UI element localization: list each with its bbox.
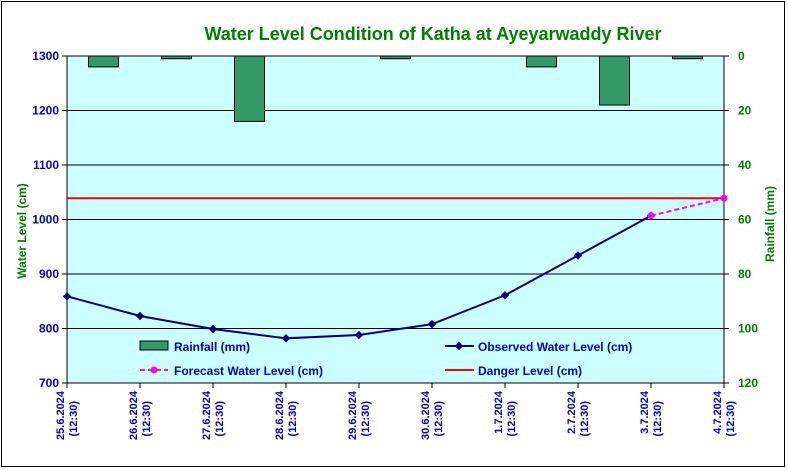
- x-tick-label: 2.7.2024 (12:30): [566, 390, 591, 436]
- forecast-line-path: [650, 197, 725, 217]
- right-axis-title: Rainfall (mm): [763, 186, 777, 262]
- x-tick-label: 3.7.2024 (12:30): [639, 390, 664, 436]
- x-tick-time: (12:30): [214, 401, 226, 437]
- right-tick-label: 120: [738, 376, 758, 390]
- x-tick-time: (12:30): [360, 401, 372, 437]
- observed-point: [427, 319, 437, 329]
- legend-observed-label: Observed Water Level (cm): [478, 340, 632, 354]
- x-tick-label: 1.7.2024 (12:30): [493, 390, 518, 436]
- x-tick-time: (12:30): [725, 401, 737, 437]
- rainfall-bar: [161, 55, 192, 60]
- x-tick-date: 25.6.2024: [55, 390, 67, 440]
- legend-observed-marker: [454, 341, 464, 351]
- left-tick-label: 900: [39, 267, 59, 281]
- x-tick-time: (12:30): [141, 401, 153, 437]
- x-tick-date: 4.7.2024: [712, 390, 724, 434]
- rainfall-bar: [599, 55, 630, 106]
- right-tick-label: 80: [738, 267, 752, 281]
- left-axis-ticks: 700 800 900 1000 1100 1200 1300: [32, 49, 67, 390]
- rainfall-bars: [88, 55, 703, 122]
- x-tick-date: 27.6.2024: [201, 390, 213, 440]
- x-axis-ticks: 25.6.2024 (12:30) 26.6.2024 (12:30) 27.6.202…: [55, 383, 737, 440]
- observed-point: [135, 311, 145, 321]
- legend-rainfall-label: Rainfall (mm): [174, 340, 250, 354]
- x-tick-label: 26.6.2024 (12:30): [128, 390, 153, 440]
- observed-point: [281, 334, 291, 343]
- left-tick-label: 1100: [33, 158, 59, 172]
- forecast-point: [647, 212, 655, 220]
- x-tick-date: 28.6.2024: [274, 390, 286, 440]
- observed-water-level-series: [62, 211, 656, 343]
- legend-forecast-marker: [150, 366, 158, 374]
- chart-title: Water Level Condition of Katha at Ayeyar…: [204, 24, 661, 44]
- right-tick-label: 60: [738, 213, 752, 227]
- rainfall-bar: [234, 55, 265, 122]
- x-tick-date: 1.7.2024: [493, 390, 505, 434]
- left-tick-label: 800: [39, 322, 59, 336]
- right-tick-label: 0: [738, 49, 745, 63]
- gridlines: [67, 110, 724, 329]
- left-tick-label: 700: [39, 376, 59, 390]
- right-tick-label: 100: [738, 322, 758, 336]
- rainfall-bar: [526, 55, 557, 68]
- forecast-water-level-series: [647, 194, 728, 220]
- x-tick-label: 4.7.2024 (12:30): [712, 390, 737, 436]
- rainfall-bar: [672, 55, 703, 60]
- rainfall-bar: [380, 55, 411, 60]
- observed-point: [208, 324, 218, 334]
- x-tick-date: 2.7.2024: [566, 390, 578, 434]
- right-tick-label: 20: [738, 104, 752, 118]
- x-tick-label: 30.6.2024 (12:30): [420, 390, 445, 440]
- legend-rainfall-swatch: [139, 340, 169, 351]
- observed-point: [500, 291, 510, 300]
- x-tick-time: (12:30): [506, 401, 518, 437]
- x-tick-time: (12:30): [652, 401, 664, 437]
- x-tick-date: 26.6.2024: [128, 390, 140, 440]
- x-tick-date: 30.6.2024: [420, 390, 432, 440]
- left-tick-label: 1300: [32, 49, 59, 63]
- legend-danger-label: Danger Level (cm): [478, 364, 582, 378]
- right-axis-ticks: 0 20 40 60 80 100 120: [724, 49, 758, 390]
- observed-point: [62, 292, 72, 301]
- x-tick-date: 29.6.2024: [347, 390, 359, 440]
- x-tick-label: 25.6.2024 (12:30): [55, 390, 80, 440]
- forecast-point: [720, 194, 728, 202]
- rainfall-bar: [88, 55, 119, 68]
- x-tick-label: 28.6.2024 (12:30): [274, 390, 299, 440]
- left-tick-label: 1200: [32, 104, 59, 118]
- x-tick-time: (12:30): [287, 401, 299, 437]
- observed-point: [354, 330, 364, 340]
- x-tick-label: 27.6.2024 (12:30): [201, 390, 226, 440]
- legend-forecast-label: Forecast Water Level (cm): [174, 364, 323, 378]
- left-axis-title: Water Level (cm): [15, 183, 29, 279]
- right-tick-label: 40: [738, 158, 752, 172]
- x-tick-time: (12:30): [68, 401, 80, 437]
- x-tick-label: 29.6.2024 (12:30): [347, 390, 372, 440]
- x-tick-time: (12:30): [433, 401, 445, 437]
- left-tick-label: 1000: [32, 213, 59, 227]
- legend: Rainfall (mm) Observed Water Level (cm) …: [139, 340, 632, 378]
- x-tick-date: 3.7.2024: [639, 390, 651, 434]
- x-tick-time: (12:30): [579, 401, 591, 437]
